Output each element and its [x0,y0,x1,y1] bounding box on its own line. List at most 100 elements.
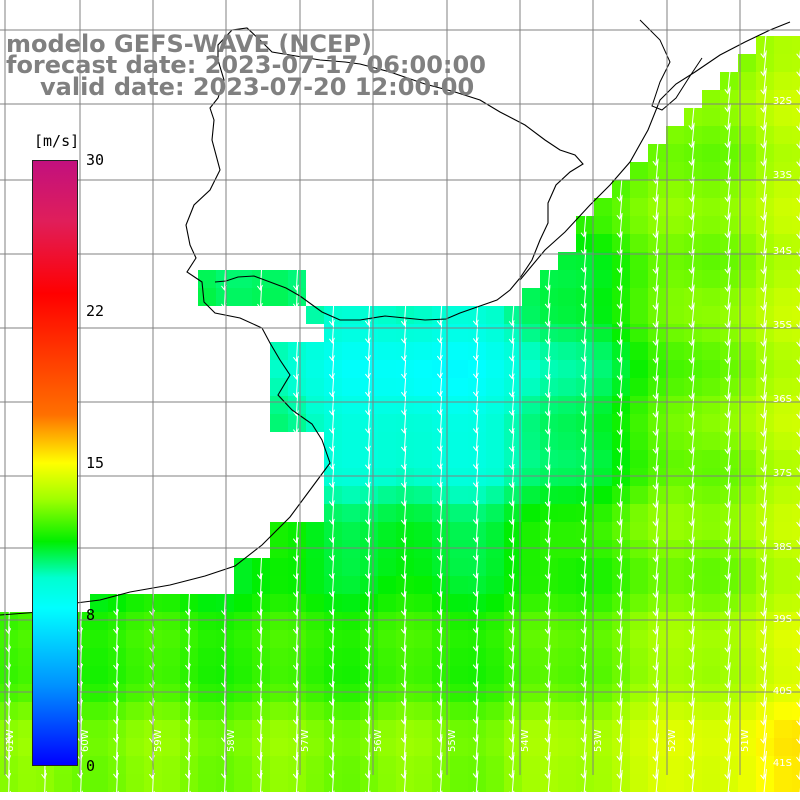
wind-arrow [688,212,695,239]
wind-cell [342,360,360,378]
wind-arrow [760,572,767,599]
wind-cell [450,648,468,666]
wind-cell [342,630,360,648]
wind-arrow [616,231,623,256]
wind-cell [774,216,792,234]
wind-cell [306,648,324,666]
wind-cell [486,702,504,720]
wind-cell [198,612,216,630]
wind-arrow [652,176,659,203]
wind-arrow [292,286,299,309]
wind-cell [630,486,648,504]
wind-cell [792,396,800,414]
colorbar-tick-15: 15 [86,454,105,472]
wind-arrow [616,680,623,707]
wind-cell [522,702,540,720]
wind-arrow [724,482,731,509]
wind-cell [162,738,180,756]
wind-arrow [472,413,479,434]
wind-cell [486,324,504,342]
wind-arrow [688,230,695,257]
wind-arrow [652,140,659,167]
wind-cell [774,648,792,666]
wind-cell [126,702,144,720]
wind-cell [378,540,396,558]
wind-arrow [400,466,407,489]
wind-arrow [77,662,84,689]
wind-arrow [724,428,731,455]
wind-arrow [472,395,479,416]
wind-arrow [688,500,695,527]
wind-cell [792,486,800,504]
wind-cell [666,684,684,702]
wind-arrow [652,266,659,293]
wind-cell [378,378,396,396]
wind-arrow [5,626,12,653]
wind-cell [450,702,468,720]
wind-cell [126,756,144,774]
wind-cell [522,756,540,774]
wind-cell [702,144,720,162]
wind-arrow [113,770,119,797]
wind-cell [702,90,720,108]
wind-cell [738,720,756,738]
wind-cell [594,648,612,666]
wind-arrow [760,212,767,239]
wind-cell [342,378,360,396]
wind-cell [666,702,684,720]
wind-cell [126,720,144,738]
wind-arrow [616,733,623,762]
wind-cell [666,126,684,144]
wind-arrow [616,751,623,780]
wind-arrow [616,447,623,472]
wind-arrow [472,341,479,362]
wind-cell [792,414,800,432]
wind-arrow [724,68,731,95]
wind-cell [774,54,792,72]
wind-cell [234,738,252,756]
wind-cell [594,540,612,558]
wind-cell [486,540,504,558]
wind-cell [378,702,396,720]
wind-cell [702,522,720,540]
wind-cell [666,162,684,180]
wind-cell [774,756,792,774]
wind-cell [198,648,216,666]
wind-arrow [329,323,335,344]
wind-cell [18,774,36,792]
wind-arrow [652,357,659,382]
wind-cell [702,288,720,306]
wind-cell [792,216,800,234]
wind-arrow [652,590,659,617]
wind-cell [702,378,720,396]
wind-cell [666,414,684,432]
wind-cell [774,576,792,594]
wind-cell [792,144,800,162]
wind-arrow [544,376,551,399]
wind-cell [162,648,180,666]
wind-cell [234,288,252,306]
wind-cell [774,594,792,612]
wind-arrow [400,448,407,470]
wind-cell [306,756,324,774]
wind-cell [486,576,504,594]
wind-arrow [400,359,407,380]
wind-cell [666,288,684,306]
wind-arrow [724,122,731,149]
wind-cell [792,252,800,270]
wind-arrow [652,500,659,527]
wind-cell [792,630,800,648]
wind-cell [738,108,756,126]
wind-cell [774,558,792,576]
wind-arrow [616,662,623,689]
wind-cell [90,612,108,630]
wind-cell [558,684,576,702]
wind-arrow [5,698,12,725]
wind-cell [666,612,684,630]
wind-arrow [688,554,695,581]
wind-cell [738,432,756,450]
wind-cell [702,450,720,468]
wind-arrow [724,176,731,203]
wind-cell [666,324,684,342]
